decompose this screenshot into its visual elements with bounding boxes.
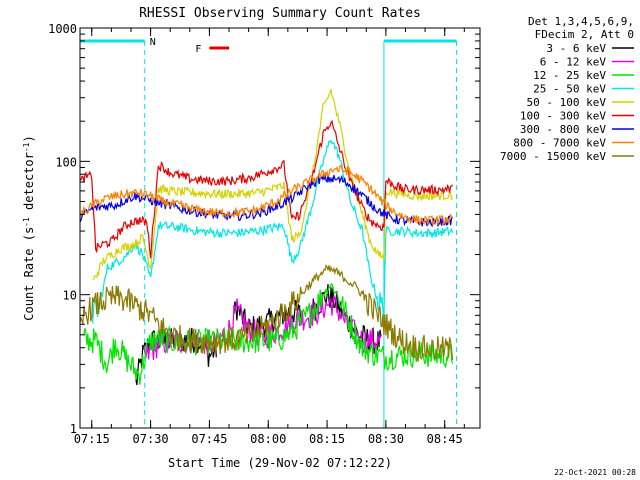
y-tick-label-3: 1000 xyxy=(48,22,77,36)
legend-header-1: Det 1,3,4,5,6,9, xyxy=(528,15,634,28)
series-line-6 xyxy=(79,173,453,228)
legend-label-0: 3 - 6 keV xyxy=(546,42,606,55)
y-axis-label-sup1: -1 xyxy=(22,217,31,227)
x-tick-label-3: 08:00 xyxy=(250,432,286,446)
axis-ticks: 07:15 07:30 07:45 08:00 08:15 08:30 08:45 1 10 10… xyxy=(48,22,480,446)
legend-label-3: 25 - 50 keV xyxy=(533,83,606,96)
chart-title: RHESSI Observing Summary Count Rates xyxy=(139,6,421,21)
legend-label-4: 50 - 100 keV xyxy=(527,96,607,109)
y-tick-label-1: 10 xyxy=(63,289,77,303)
series-line-7 xyxy=(79,164,453,228)
legend-header-2: FDecim 2, Att 0 xyxy=(535,28,634,41)
x-tick-label-1: 07:30 xyxy=(133,432,169,446)
plot-area: N F 07:15 07:30 07:45 08:00 08:15 08:30 08:45 1 1… xyxy=(48,22,481,446)
y-tick-label-2: 100 xyxy=(55,155,77,169)
series-line-8 xyxy=(79,264,454,363)
y-tick-label-0: 1 xyxy=(70,422,77,436)
legend-label-1: 6 - 12 keV xyxy=(540,56,607,69)
y-axis-label-end: ) xyxy=(22,135,36,142)
x-axis-label: Start Time (29-Nov-02 07:12:22) xyxy=(168,456,392,470)
night-label: N xyxy=(150,37,156,48)
legend-label-8: 7000 - 15000 keV xyxy=(500,150,606,163)
x-tick-label-0: 07:15 xyxy=(74,432,110,446)
legend-label-7: 800 - 7000 keV xyxy=(513,137,606,150)
legend: Det 1,3,4,5,6,9, FDecim 2, Att 0 3 - 6 k… xyxy=(500,15,634,163)
y-axis-label-main: Count Rate (s xyxy=(22,227,36,321)
series-line-4 xyxy=(92,89,454,281)
x-tick-label-6: 08:45 xyxy=(427,432,463,446)
x-tick-label-2: 07:45 xyxy=(191,432,227,446)
x-tick-label-4: 08:15 xyxy=(309,432,345,446)
x-tick-label-5: 08:30 xyxy=(368,432,404,446)
series-line-3 xyxy=(92,139,454,324)
legend-label-6: 300 - 800 keV xyxy=(520,123,606,136)
y-axis-label-sup2: -1 xyxy=(22,142,31,152)
series-line-5 xyxy=(79,119,453,259)
series-layer xyxy=(79,89,454,386)
legend-label-5: 100 - 300 keV xyxy=(520,110,606,123)
flare-label: F xyxy=(195,44,201,55)
legend-label-2: 12 - 25 keV xyxy=(533,69,606,82)
y-axis-label: Count Rate (s-1 detector-1) xyxy=(22,135,36,320)
plot-frame xyxy=(79,27,481,429)
footer-timestamp: 22-Oct-2021 00:28 xyxy=(554,468,636,477)
y-axis-label-mid: detector xyxy=(22,152,36,217)
